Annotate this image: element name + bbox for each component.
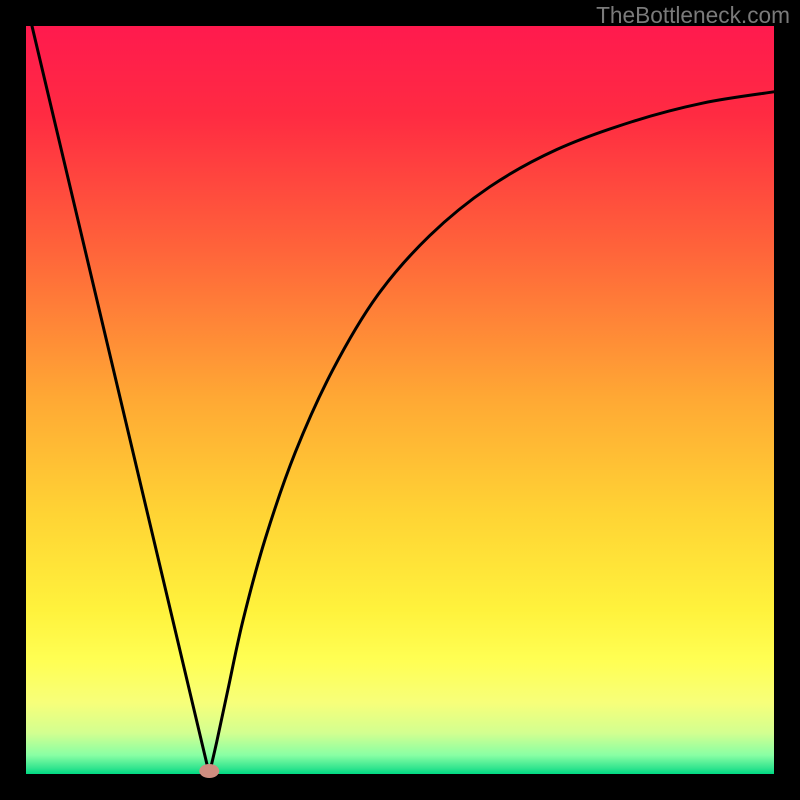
watermark-text: TheBottleneck.com	[596, 2, 790, 29]
gradient-background	[26, 26, 774, 774]
chart-frame: TheBottleneck.com	[0, 0, 800, 800]
minimum-marker	[199, 764, 219, 778]
plot-svg	[0, 0, 800, 800]
